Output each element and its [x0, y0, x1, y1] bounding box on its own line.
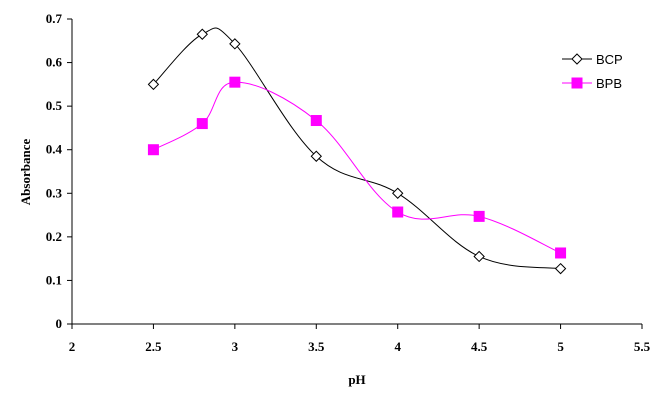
data-point-bpb	[147, 144, 159, 156]
series-bcp	[147, 27, 567, 275]
legend: BCP BPB	[562, 52, 623, 91]
y-axis-title: Absorbance	[18, 139, 33, 206]
legend-label-bpb: BPB	[596, 76, 622, 91]
series-bpb	[147, 76, 567, 259]
x-tick-label: 2	[69, 339, 76, 354]
x-axis-title: pH	[348, 372, 365, 387]
series-line-bcp	[153, 27, 561, 270]
legend-label-bcp: BCP	[596, 52, 623, 67]
legend-marker-bcp	[571, 53, 583, 65]
series	[147, 27, 567, 275]
data-point-bcp	[147, 78, 160, 91]
x-tick-label: 3.5	[308, 339, 325, 354]
data-point-bpb	[555, 247, 567, 259]
data-point-bpb	[229, 76, 241, 88]
data-point-bcp	[310, 150, 322, 162]
y-tick-label: 0.1	[46, 272, 62, 287]
y-tick-label: 0.7	[46, 11, 63, 26]
data-point-bpb	[473, 210, 485, 222]
data-point-bpb	[310, 115, 322, 127]
x-tick-label: 5.5	[634, 339, 651, 354]
x-tick-label: 4.5	[471, 339, 488, 354]
data-point-bcp	[473, 250, 485, 263]
data-point-bcp	[392, 187, 404, 199]
y-tick-label: 0.6	[46, 55, 63, 70]
series-line-bpb	[153, 81, 561, 254]
x-tick-label: 5	[557, 339, 564, 354]
y-tick-label: 0.4	[46, 142, 63, 157]
axes	[71, 19, 642, 325]
x-tick-label: 4	[394, 339, 401, 354]
legend-item-bcp: BCP	[562, 52, 623, 67]
x-tick-label: 2.5	[145, 339, 162, 354]
y-tick-label: 0.3	[46, 185, 63, 200]
data-point-bcp	[554, 262, 567, 275]
x-tick-label: 3	[232, 339, 239, 354]
legend-marker-bpb	[571, 77, 583, 89]
axis-titles: pH Absorbance	[18, 139, 366, 387]
y-tick-label: 0.5	[46, 98, 63, 113]
legend-item-bpb: BPB	[562, 76, 622, 91]
data-point-bcp	[196, 28, 208, 40]
ticks: 2 2.5 3 3.5 4 4.5 5 5.5 0 0.1 0.2 0.3 0.4 0.5 0.6 0.7	[46, 11, 651, 354]
y-tick-label: 0	[56, 316, 63, 331]
data-point-bpb	[196, 118, 208, 130]
y-tick-label: 0.2	[46, 229, 62, 244]
data-point-bcp	[229, 38, 241, 50]
data-point-bpb	[392, 206, 404, 218]
